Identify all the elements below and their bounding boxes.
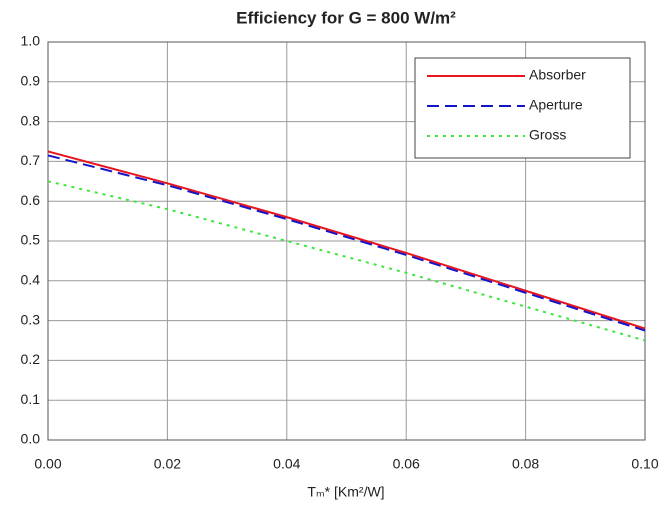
legend-label: Absorber (529, 67, 586, 83)
chart-title: Efficiency for G = 800 W/m² (236, 8, 456, 27)
x-tick-label: 0.10 (631, 456, 658, 472)
y-tick-label: 0.7 (21, 152, 41, 168)
x-tick-label: 0.06 (393, 456, 420, 472)
legend-box (414, 57, 631, 159)
y-tick-label: 0.9 (21, 73, 41, 89)
y-tick-label: 0.1 (21, 391, 41, 407)
y-tick-label: 0.3 (21, 311, 41, 327)
y-tick-label: 0.8 (21, 112, 41, 128)
y-tick-label: 0.0 (21, 431, 41, 447)
plot-frame (47, 41, 646, 441)
y-tick-label: 0.6 (21, 192, 41, 208)
x-tick-label: 0.02 (154, 456, 181, 472)
x-tick-label: 0.00 (34, 456, 61, 472)
line (47, 154, 646, 332)
y-tick-label: 0.5 (21, 232, 41, 248)
x-axis-label: Tₘ* [Km²/W] (307, 484, 384, 500)
x-tick-label: 0.08 (512, 456, 539, 472)
legend-label: Gross (529, 127, 566, 143)
x-tick-label: 0.04 (273, 456, 300, 472)
y-tick-label: 0.2 (21, 351, 41, 367)
y-tick-label: 0.4 (21, 272, 41, 288)
legend-label: Aperture (529, 97, 583, 113)
y-tick-label: 1.0 (21, 33, 41, 49)
line (47, 180, 646, 342)
line (47, 150, 646, 330)
